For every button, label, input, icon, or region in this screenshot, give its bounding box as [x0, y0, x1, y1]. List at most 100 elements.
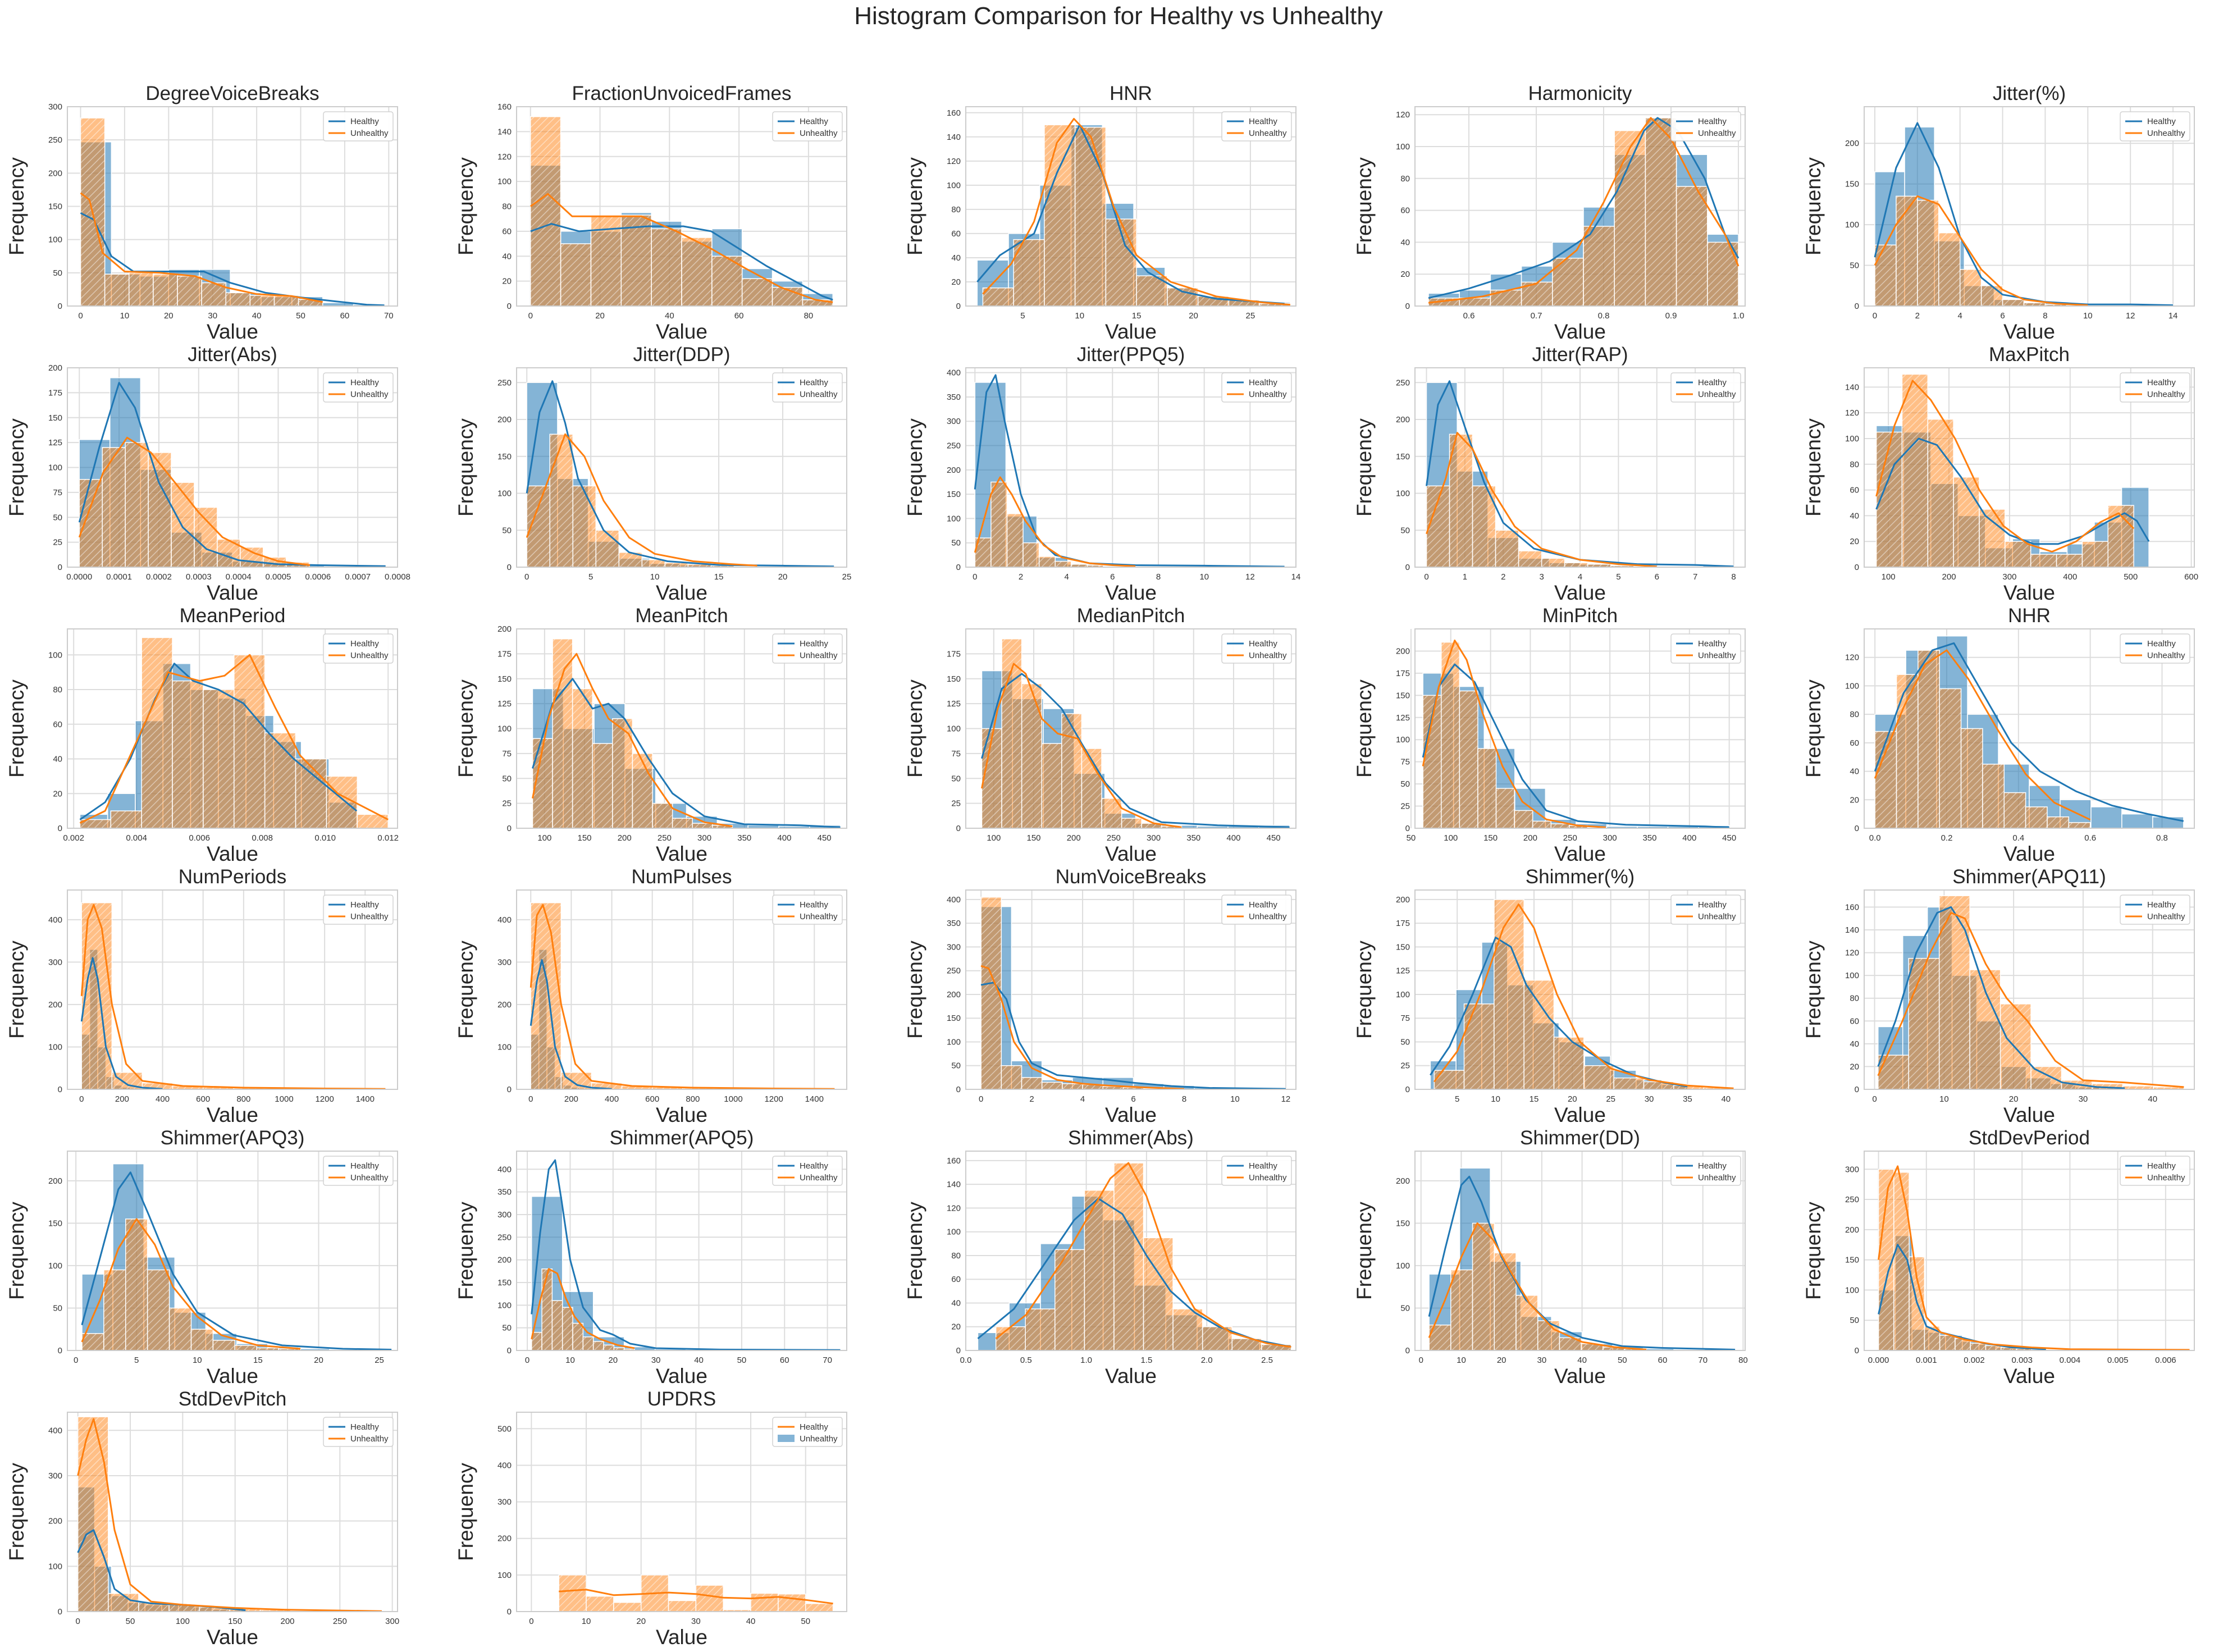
y-tick-label: 200 [1845, 139, 1859, 148]
legend: Healthy Unhealthy [1670, 1156, 1741, 1186]
y-tick-label: 0 [1855, 302, 1859, 311]
plot-frame [1414, 628, 1746, 829]
x-axis-label: Value [1554, 1103, 1606, 1126]
unhealthy-bar [980, 896, 1002, 1090]
x-tick-label: 30 [1537, 1356, 1547, 1365]
unhealthy-kde-line [526, 433, 757, 567]
unhealthy-bar [1143, 1237, 1174, 1351]
legend-unhealthy-swatch [778, 1435, 795, 1442]
unhealthy-bar [1938, 895, 1970, 1090]
unhealthy-bar [234, 1345, 257, 1351]
unhealthy-bar [2005, 541, 2031, 568]
y-tick-label: 200 [497, 415, 512, 425]
x-tick-label: 6 [1131, 1094, 1135, 1104]
y-tick-label: 150 [497, 674, 512, 684]
healthy-kde-line [530, 223, 833, 301]
unhealthy-bar [586, 1595, 614, 1612]
x-tick-label: 2 [1019, 572, 1023, 582]
y-tick-label: 200 [497, 1534, 512, 1544]
y-tick-label: 250 [1396, 378, 1410, 387]
subplot-title: MedianPitch [1077, 605, 1185, 627]
unhealthy-bar [171, 482, 195, 568]
plot-frame [516, 367, 847, 568]
y-tick-label: 100 [1845, 1285, 1859, 1295]
x-tick-label: 0.0002 [146, 572, 172, 582]
unhealthy-bar [551, 1300, 563, 1351]
y-tick-label: 20 [53, 789, 62, 798]
unhealthy-bar [153, 273, 178, 307]
plot-frame [67, 889, 398, 1090]
y-tick-label: 175 [48, 388, 62, 398]
x-tick-label: 20 [2009, 1094, 2019, 1104]
healthy-kde-line [1874, 122, 2174, 307]
unhealthy-kde-line [531, 1268, 635, 1349]
y-tick-label: 140 [1845, 382, 1859, 392]
x-tick-label: 0.0006 [305, 572, 331, 582]
y-tick-label: 40 [502, 252, 512, 261]
x-tick-label: 80 [804, 311, 814, 321]
legend: Healthy Unhealthy [2120, 1156, 2190, 1186]
y-tick-label: 160 [947, 108, 961, 118]
y-axis-label: Frequency [454, 679, 477, 778]
legend: Healthy Unhealthy [323, 372, 394, 403]
y-tick-label: 100 [1845, 220, 1859, 230]
subplot-title: NumPulses [632, 866, 732, 888]
y-tick-label: 60 [951, 229, 961, 239]
y-tick-label: 150 [1396, 691, 1410, 700]
unhealthy-bar [560, 243, 592, 307]
legend: Healthy Unhealthy [772, 895, 843, 925]
y-tick-label: 40 [53, 755, 62, 764]
legend-healthy-label: Healthy [350, 639, 379, 649]
x-tick-label: 40 [694, 1356, 704, 1365]
legend-unhealthy-label: Unhealthy [800, 1434, 838, 1444]
unhealthy-bar [1537, 1320, 1560, 1351]
y-tick-label: 300 [48, 1471, 62, 1481]
y-tick-label: 0 [58, 824, 62, 833]
unhealthy-kde-line [529, 193, 833, 303]
y-tick-label: 40 [1400, 238, 1410, 247]
plot-frame [516, 106, 847, 307]
unhealthy-bar [1477, 748, 1497, 829]
unhealthy-bar [572, 688, 594, 829]
unhealthy-bar [1523, 979, 1555, 1090]
y-tick-label: 0 [956, 1346, 961, 1356]
legend-healthy-label: Healthy [1698, 1161, 1727, 1171]
x-axis-label: Value [207, 581, 258, 604]
y-tick-label: 400 [48, 915, 62, 925]
unhealthy-bar [1938, 232, 1961, 307]
x-tick-label: 80 [1738, 1356, 1748, 1365]
y-tick-label: 400 [947, 368, 961, 378]
y-axis-label: Frequency [1353, 1202, 1376, 1300]
unhealthy-bar [1495, 530, 1519, 568]
plot-frame [516, 1151, 847, 1351]
y-tick-label: 100 [497, 1300, 512, 1310]
subplot-title: Harmonicity [1528, 83, 1632, 104]
x-tick-label: 200 [115, 1094, 129, 1104]
x-tick-label: 100 [1444, 833, 1458, 843]
y-tick-label: 350 [947, 919, 961, 928]
legend: Healthy Unhealthy [323, 895, 394, 925]
unhealthy-bar [668, 1600, 697, 1612]
x-tick-label: 150 [1027, 833, 1041, 843]
x-tick-label: 30 [1645, 1094, 1654, 1104]
x-tick-label: 400 [2063, 572, 2077, 582]
y-tick-label: 150 [1396, 452, 1410, 462]
y-tick-label: 60 [1400, 206, 1410, 216]
unhealthy-bar [995, 1326, 1026, 1351]
legend-unhealthy-label: Unhealthy [2147, 129, 2185, 138]
unhealthy-kde-line [982, 118, 1291, 306]
y-tick-label: 300 [1845, 1165, 1859, 1174]
y-tick-label: 0 [1855, 563, 1859, 572]
y-tick-label: 75 [951, 749, 961, 759]
y-tick-label: 100 [1396, 735, 1410, 745]
subplot-jitter: 0 2 4 6 8 10 12 14 0 50 100 150 200 Healthy Unhealthy J… [1802, 83, 2195, 343]
y-axis-label: Frequency [1802, 1202, 1825, 1300]
unhealthy-bar [750, 1592, 779, 1612]
unhealthy-bar [1982, 764, 2005, 829]
unhealthy-bar [1494, 899, 1524, 1090]
y-tick-label: 100 [1396, 1261, 1410, 1271]
y-tick-label: 150 [1845, 1256, 1859, 1265]
y-tick-label: 40 [951, 1298, 961, 1308]
x-tick-label: 2.5 [1261, 1356, 1273, 1365]
unhealthy-bar [1006, 513, 1024, 568]
